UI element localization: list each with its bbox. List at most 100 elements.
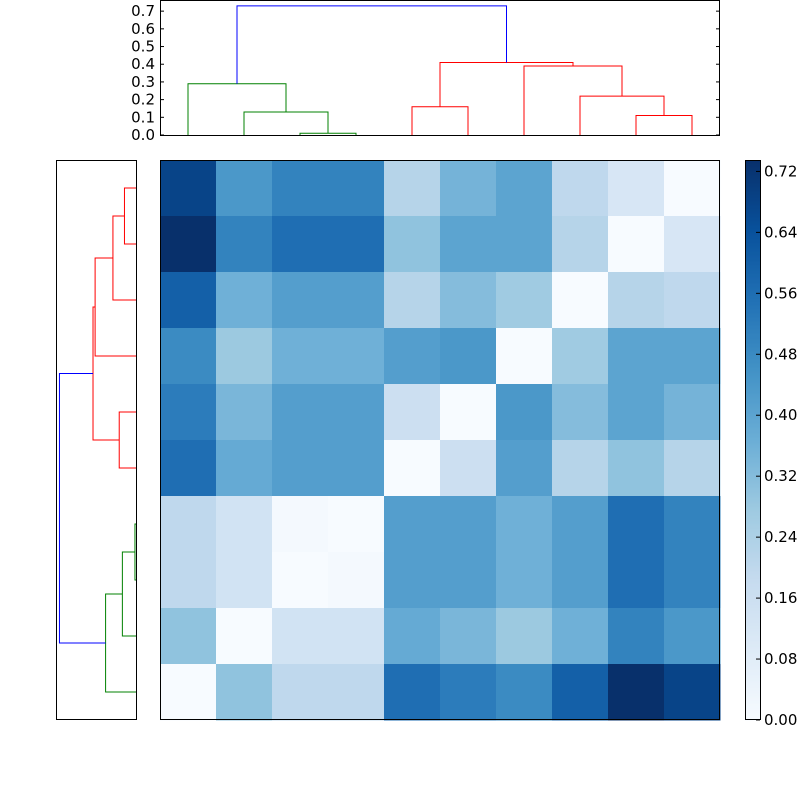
colorbar-segment <box>745 670 760 673</box>
colorbar-segment <box>745 616 760 619</box>
colorbar-segment <box>745 524 760 527</box>
colorbar-segment <box>745 428 760 431</box>
dendrogram-link <box>58 373 106 644</box>
heatmap-cell <box>552 216 609 273</box>
colorbar-segment <box>745 192 760 195</box>
heatmap-cell <box>160 496 217 553</box>
colorbar-segment <box>745 506 760 509</box>
colorbar-segment <box>745 710 760 713</box>
colorbar-segment <box>745 682 760 685</box>
colorbar-segment <box>745 318 760 321</box>
colorbar-segment <box>745 224 760 227</box>
colorbar-segment <box>745 330 760 333</box>
colorbar-segment <box>745 348 760 351</box>
colorbar-segment <box>745 578 760 581</box>
colorbar-segment <box>745 162 760 165</box>
colorbar-segment <box>745 530 760 533</box>
colorbar-tick-label: 0.40 <box>764 406 797 424</box>
dendrogram-link <box>635 115 693 135</box>
heatmap-cell <box>496 328 553 385</box>
heatmap-cell <box>552 496 609 553</box>
colorbar-segment <box>745 580 760 583</box>
colorbar-segment <box>745 308 760 311</box>
colorbar-segment <box>745 550 760 553</box>
heatmap-cell <box>272 440 329 497</box>
heatmap-cell <box>608 328 665 385</box>
colorbar-segment <box>745 384 760 387</box>
colorbar-segment <box>745 448 760 451</box>
colorbar-segment <box>745 486 760 489</box>
colorbar-segment <box>745 606 760 609</box>
heatmap-cell <box>216 496 273 553</box>
colorbar-segment <box>745 410 760 413</box>
colorbar-segment <box>745 406 760 409</box>
colorbar-segment <box>745 694 760 697</box>
left-dendrogram-frame <box>56 160 137 720</box>
colorbar-tick-label: 0.64 <box>764 223 797 241</box>
colorbar-segment <box>745 436 760 439</box>
colorbar-segment <box>745 498 760 501</box>
colorbar-segment <box>745 666 760 669</box>
colorbar-segment <box>745 204 760 207</box>
heatmap-cell <box>384 272 441 329</box>
colorbar-segment <box>745 346 760 349</box>
colorbar-segment <box>745 186 760 189</box>
colorbar-segment <box>745 352 760 355</box>
colorbar-segment <box>745 284 760 287</box>
y-tick-label: 0.5 <box>131 38 155 56</box>
colorbar-segment <box>745 662 760 665</box>
colorbar-segment <box>745 296 760 299</box>
dendrogram-link <box>299 132 357 135</box>
colorbar-segment <box>745 238 760 241</box>
colorbar-segment <box>745 630 760 633</box>
colorbar-segment <box>745 314 760 317</box>
colorbar-segment <box>745 476 760 479</box>
heatmap-cell <box>440 384 497 441</box>
colorbar-segment <box>745 268 760 271</box>
colorbar-segment <box>745 388 760 391</box>
colorbar-segment <box>745 408 760 411</box>
heatmap-cell <box>440 608 497 665</box>
colorbar-segment <box>745 382 760 385</box>
heatmap-cell <box>328 440 385 497</box>
heatmap-cell <box>440 664 497 721</box>
heatmap-cell <box>328 272 385 329</box>
colorbar-segment <box>745 412 760 415</box>
colorbar-segment <box>745 244 760 247</box>
colorbar-segment <box>745 702 760 705</box>
heatmap-cell <box>608 216 665 273</box>
colorbar-segment <box>745 198 760 201</box>
y-tick-label: 0.7 <box>131 2 155 20</box>
colorbar-segment <box>745 596 760 599</box>
heatmap-cell <box>496 664 553 721</box>
colorbar-segment <box>745 690 760 693</box>
heatmap-cell <box>384 608 441 665</box>
colorbar-segment <box>745 696 760 699</box>
colorbar-segment <box>745 668 760 671</box>
colorbar-segment <box>745 168 760 171</box>
heatmap-cell <box>160 664 217 721</box>
colorbar-segment <box>745 360 760 363</box>
colorbar-segment <box>745 328 760 331</box>
colorbar-segment <box>745 376 760 379</box>
colorbar-tick-label: 0.32 <box>764 467 797 485</box>
colorbar-segment <box>745 558 760 561</box>
colorbar-segment <box>745 552 760 555</box>
dendrogram-link <box>105 593 136 693</box>
colorbar-segment <box>745 652 760 655</box>
top-dendrogram-frame <box>160 0 720 136</box>
colorbar-segment <box>745 390 760 393</box>
colorbar-segment <box>745 614 760 617</box>
colorbar-segment <box>745 464 760 467</box>
colorbar-segment <box>745 200 760 203</box>
colorbar-segment <box>745 442 760 445</box>
colorbar-segment <box>745 260 760 263</box>
colorbar-segment <box>745 514 760 517</box>
colorbar-tick-label: 0.00 <box>764 711 797 729</box>
colorbar-segment <box>745 518 760 521</box>
dendrogram-link <box>123 187 136 245</box>
colorbar-segment <box>745 188 760 191</box>
heatmap-cell <box>272 664 329 721</box>
colorbar-segment <box>745 698 760 701</box>
colorbar-segment <box>745 472 760 475</box>
